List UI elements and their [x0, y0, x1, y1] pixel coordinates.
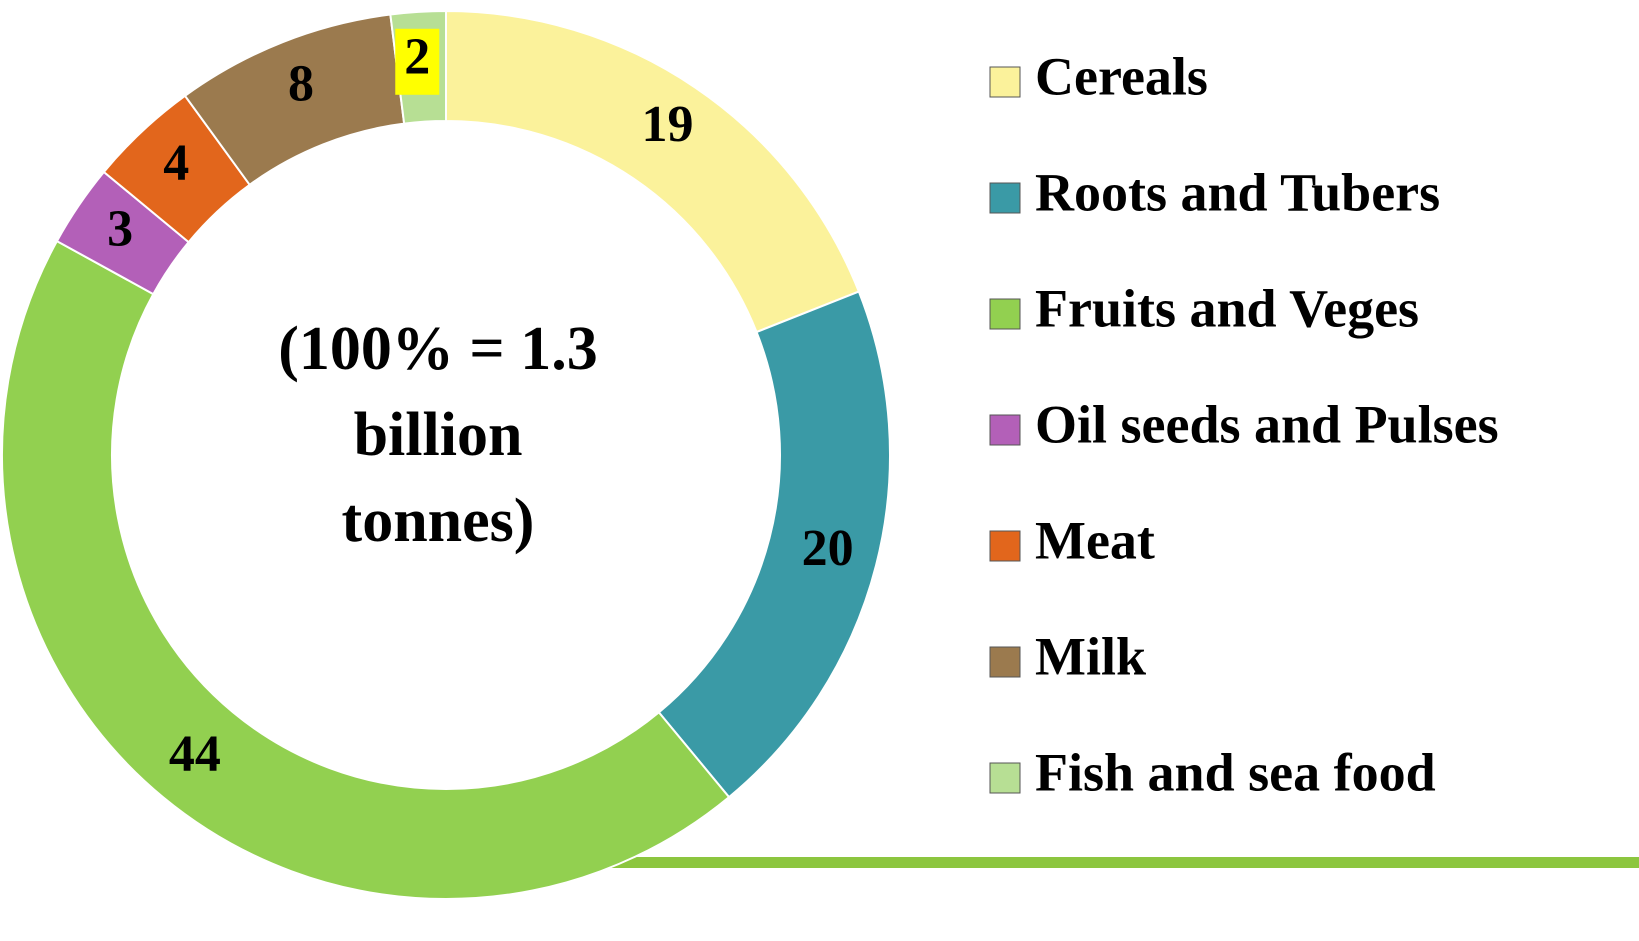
legend-label: Meat: [1035, 510, 1155, 570]
donut-slice: [657, 290, 891, 799]
label-highlight: [395, 28, 440, 95]
legend-swatch: [989, 298, 1021, 330]
decor-line: [585, 857, 1639, 868]
data-label: 8: [288, 56, 314, 113]
center-text: billion: [354, 401, 523, 469]
data-label: 19: [641, 96, 693, 153]
donut-slice: [445, 9, 861, 334]
legend-swatch: [989, 66, 1021, 98]
data-label: 2: [404, 29, 430, 86]
data-label: 3: [107, 200, 133, 257]
legend-swatch: [989, 530, 1021, 562]
legend-swatch: [989, 414, 1021, 446]
legend-label: Fish and sea food: [1035, 742, 1436, 802]
legend-label: Fruits and Veges: [1035, 278, 1419, 338]
legend-swatch: [989, 182, 1021, 214]
center-text: (100% = 1.3: [278, 315, 597, 383]
donut-slice: [1, 239, 731, 900]
data-label: 4: [163, 135, 189, 192]
legend-label: Milk: [1035, 626, 1146, 686]
legend-label: Cereals: [1035, 46, 1208, 106]
center-text: tonnes): [342, 487, 535, 555]
legend-swatch: [989, 762, 1021, 794]
legend-label: Oil seeds and Pulses: [1035, 394, 1499, 454]
data-label: 20: [802, 520, 854, 577]
legend-label: Roots and Tubers: [1035, 162, 1440, 222]
legend-swatch: [989, 646, 1021, 678]
data-label: 44: [169, 726, 221, 783]
